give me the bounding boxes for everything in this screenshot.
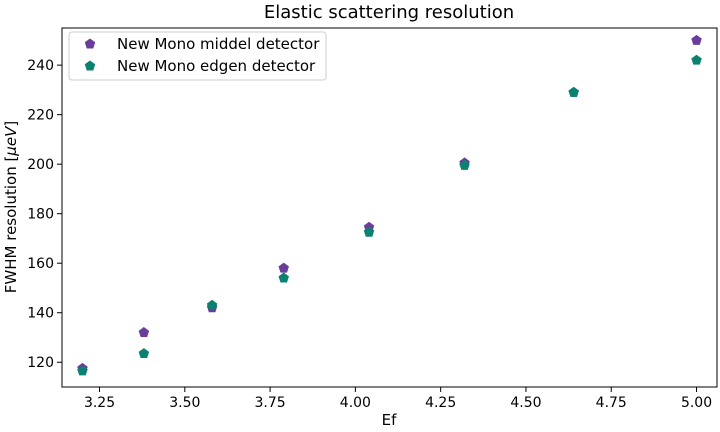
data-point <box>363 226 375 237</box>
chart-title: Elastic scattering resolution <box>264 2 514 23</box>
y-tick-label: 120 <box>27 355 54 371</box>
data-point <box>138 327 150 337</box>
legend-label: New Mono edgen detector <box>117 57 316 75</box>
x-tick-label: 5.00 <box>681 395 712 411</box>
y-tick-label: 140 <box>27 306 54 322</box>
x-tick-label: 3.50 <box>169 395 200 411</box>
y-axis-label-unit: μeV <box>2 125 20 157</box>
y-tick-label: 220 <box>27 108 54 124</box>
x-tick-label: 3.25 <box>84 395 115 411</box>
y-tick-label: 200 <box>27 157 54 173</box>
series-2 <box>77 54 702 376</box>
y-axis-label-prefix: FWHM resolution [ <box>2 156 20 294</box>
x-tick-label: 4.50 <box>510 395 541 411</box>
data-point <box>691 34 702 45</box>
legend: New Mono middel detector New Mono edgen d… <box>68 31 327 81</box>
x-tick-label: 4.75 <box>596 395 627 411</box>
x-tick-label: 3.75 <box>255 395 286 411</box>
data-point <box>77 365 88 376</box>
x-axis-label: Ef <box>382 411 397 429</box>
data-point <box>278 262 289 273</box>
x-axis: 3.25 3.50 3.75 4.00 4.25 4.50 4.75 5.00 <box>84 387 712 411</box>
legend-marker <box>84 38 96 49</box>
legend-label: New Mono middel detector <box>117 35 320 53</box>
legend-box <box>68 31 327 81</box>
y-axis-label: FWHM resolution [μeV] <box>2 121 20 293</box>
y-axis-label-suffix: ] <box>2 121 20 127</box>
y-tick-label: 240 <box>27 58 54 74</box>
data-point <box>691 54 702 65</box>
x-tick-label: 4.25 <box>425 395 456 411</box>
y-tick-label: 160 <box>27 256 54 272</box>
marks-layer <box>77 34 702 376</box>
data-point <box>206 299 218 310</box>
data-point <box>568 86 579 97</box>
data-point <box>459 159 470 170</box>
y-tick-label: 180 <box>27 207 54 223</box>
legend-marker <box>84 60 96 71</box>
plot-frame <box>61 27 718 388</box>
data-point <box>278 272 289 283</box>
data-point <box>138 348 150 359</box>
series-1 <box>77 34 702 373</box>
y-axis: 120 140 160 180 200 220 240 <box>27 58 62 371</box>
x-tick-label: 4.00 <box>340 395 371 411</box>
